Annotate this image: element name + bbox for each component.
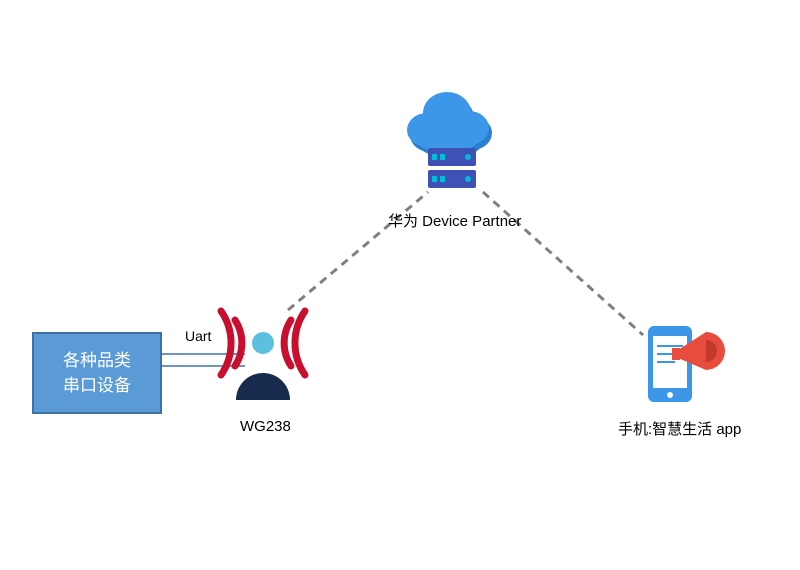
svg-layer (0, 0, 800, 570)
diagram-canvas: 各种品类 串口设备 Uart WG238 华为 Device Partner 手… (0, 0, 800, 570)
wg238-label: WG238 (240, 418, 291, 435)
serial-box-line1: 各种品类 (63, 348, 131, 374)
wg238-device-icon (221, 311, 305, 400)
serial-box-line2: 串口设备 (63, 373, 131, 399)
phone-app-icon (648, 326, 725, 402)
serial-device-box-text: 各种品类 串口设备 (33, 333, 161, 413)
phone-label: 手机:智慧生活 app (618, 418, 741, 439)
cloud-label: 华为 Device Partner (388, 210, 521, 231)
uart-label: Uart (185, 328, 211, 344)
cloud-server-icon (407, 92, 492, 188)
